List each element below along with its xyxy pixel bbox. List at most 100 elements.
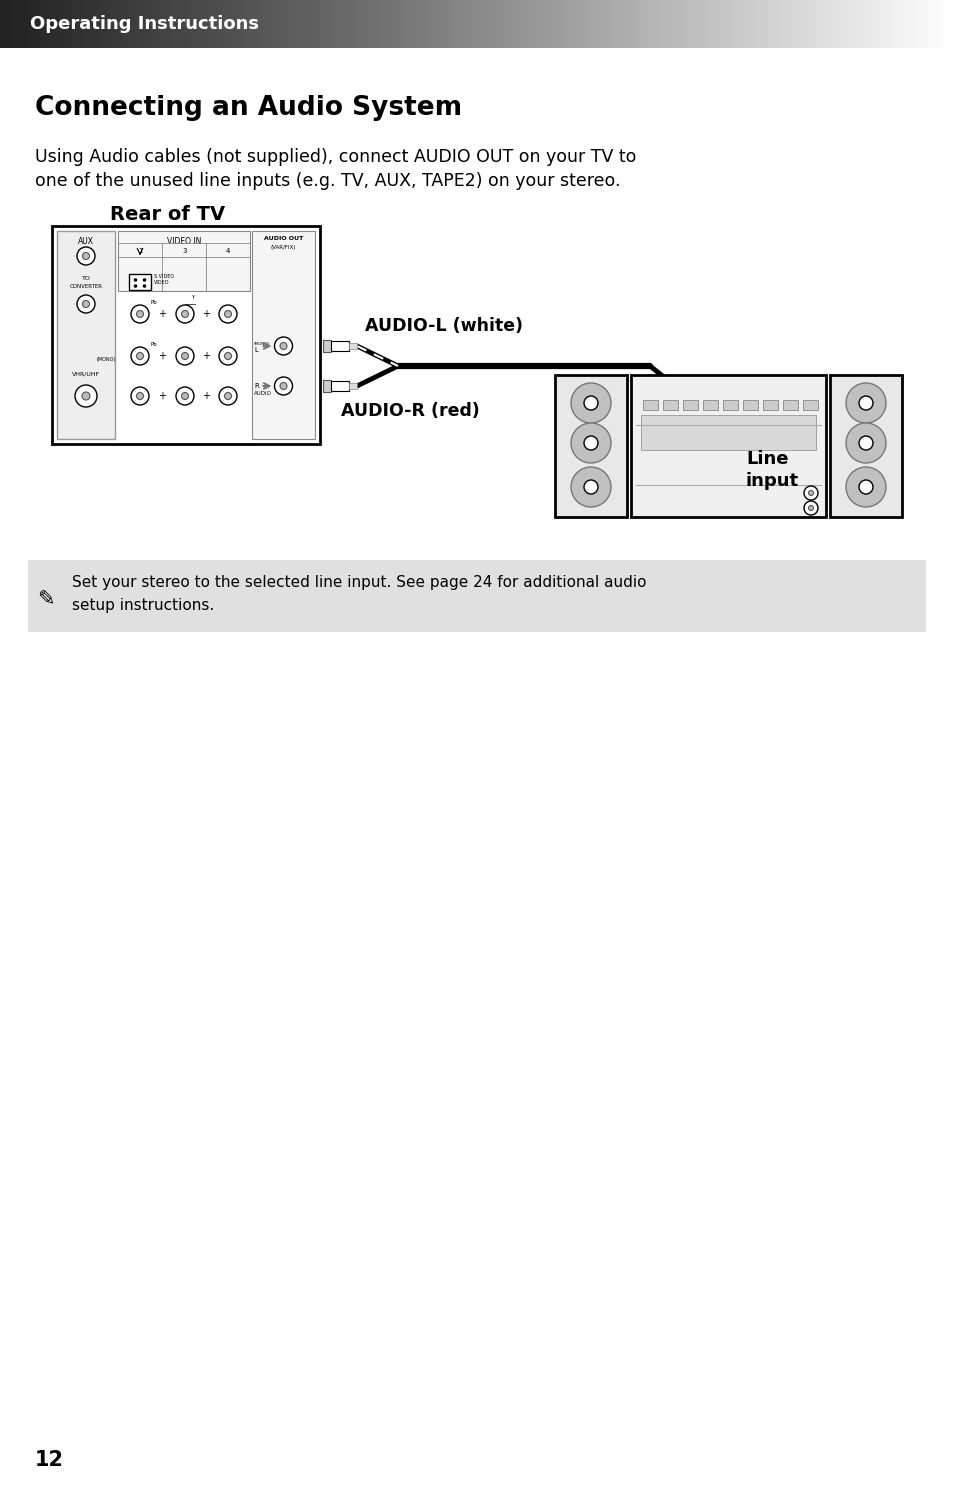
Text: Connecting an Audio System: Connecting an Audio System: [35, 95, 461, 120]
Circle shape: [803, 501, 817, 515]
Bar: [722, 400, 738, 410]
Bar: [349, 343, 356, 349]
Text: 4: 4: [226, 248, 230, 254]
Bar: [118, 230, 250, 291]
Bar: [349, 384, 356, 390]
Circle shape: [571, 422, 610, 462]
Bar: [662, 400, 678, 410]
Circle shape: [571, 467, 610, 507]
Bar: [323, 381, 331, 393]
Text: Operating Instructions: Operating Instructions: [30, 15, 258, 33]
Circle shape: [131, 305, 149, 323]
Bar: [762, 400, 778, 410]
Circle shape: [77, 247, 95, 265]
Circle shape: [845, 422, 885, 462]
Circle shape: [280, 382, 287, 390]
Text: 12: 12: [35, 1450, 64, 1471]
Circle shape: [219, 387, 236, 404]
Text: R: R: [253, 384, 258, 390]
Circle shape: [136, 393, 143, 400]
Circle shape: [181, 311, 189, 318]
Bar: [802, 400, 817, 410]
Circle shape: [583, 480, 598, 494]
Text: L: L: [253, 346, 257, 352]
Text: Y: Y: [191, 294, 194, 300]
Bar: [331, 381, 349, 391]
Circle shape: [845, 384, 885, 422]
Text: ✎: ✎: [37, 589, 54, 610]
Text: VIDEO: VIDEO: [153, 280, 170, 286]
Text: CONVERTER: CONVERTER: [70, 284, 102, 288]
Text: +: +: [158, 351, 167, 361]
Circle shape: [133, 278, 137, 283]
Circle shape: [571, 384, 610, 422]
Bar: [57, 230, 115, 439]
Circle shape: [274, 378, 293, 396]
Text: +: +: [202, 391, 211, 401]
Text: Pb: Pb: [151, 300, 157, 305]
Bar: [28, 561, 925, 632]
Circle shape: [858, 436, 872, 451]
Circle shape: [143, 284, 146, 288]
Circle shape: [175, 305, 193, 323]
Circle shape: [82, 300, 90, 308]
Circle shape: [181, 393, 189, 400]
Circle shape: [807, 506, 813, 510]
Circle shape: [82, 253, 90, 260]
Circle shape: [858, 480, 872, 494]
Circle shape: [136, 311, 143, 318]
Circle shape: [175, 346, 193, 364]
Text: AUDIO-L (white): AUDIO-L (white): [365, 317, 522, 335]
Circle shape: [224, 311, 232, 318]
Circle shape: [807, 491, 813, 495]
Circle shape: [77, 294, 95, 312]
Text: 3: 3: [183, 248, 187, 254]
Text: Set your stereo to the selected line input. See page 24 for additional audio
set: Set your stereo to the selected line inp…: [71, 575, 646, 614]
Bar: [782, 400, 797, 410]
Text: (MONO): (MONO): [253, 342, 270, 346]
Circle shape: [274, 338, 293, 355]
Circle shape: [858, 396, 872, 410]
Text: AUX: AUX: [78, 238, 94, 247]
Text: +: +: [158, 309, 167, 320]
Text: (VAR/FIX): (VAR/FIX): [271, 244, 296, 250]
Circle shape: [75, 385, 97, 407]
Circle shape: [131, 346, 149, 364]
Text: TO: TO: [81, 275, 91, 281]
Bar: [555, 375, 626, 517]
Text: AUDIO OUT: AUDIO OUT: [264, 235, 303, 241]
Bar: [640, 415, 815, 451]
Circle shape: [280, 342, 287, 349]
Text: AUDIO-R (red): AUDIO-R (red): [340, 401, 479, 419]
Bar: [323, 341, 331, 352]
Text: +: +: [202, 309, 211, 320]
Circle shape: [583, 436, 598, 451]
Circle shape: [131, 387, 149, 404]
Bar: [682, 400, 698, 410]
Circle shape: [219, 305, 236, 323]
Bar: [129, 274, 151, 290]
Circle shape: [181, 352, 189, 360]
Bar: [702, 400, 718, 410]
Text: AUDIO: AUDIO: [253, 391, 272, 396]
Circle shape: [583, 396, 598, 410]
Circle shape: [803, 486, 817, 500]
Text: +: +: [158, 391, 167, 401]
Bar: [52, 226, 319, 445]
Bar: [742, 400, 758, 410]
Circle shape: [143, 278, 146, 283]
Text: (MONO): (MONO): [96, 357, 116, 361]
Bar: [331, 341, 349, 351]
Bar: [642, 400, 658, 410]
Circle shape: [133, 284, 137, 288]
Text: VIDEO IN: VIDEO IN: [167, 236, 201, 245]
Text: one of the unused line inputs (e.g. TV, AUX, TAPE2) on your stereo.: one of the unused line inputs (e.g. TV, …: [35, 172, 619, 190]
Bar: [252, 230, 314, 439]
Text: Pb: Pb: [151, 342, 157, 346]
Circle shape: [175, 387, 193, 404]
Circle shape: [224, 393, 232, 400]
Text: Using Audio cables (not supplied), connect AUDIO OUT on your TV to: Using Audio cables (not supplied), conne…: [35, 149, 636, 167]
Bar: [829, 375, 901, 517]
Text: S VIDEO: S VIDEO: [153, 274, 174, 280]
Circle shape: [219, 346, 236, 364]
